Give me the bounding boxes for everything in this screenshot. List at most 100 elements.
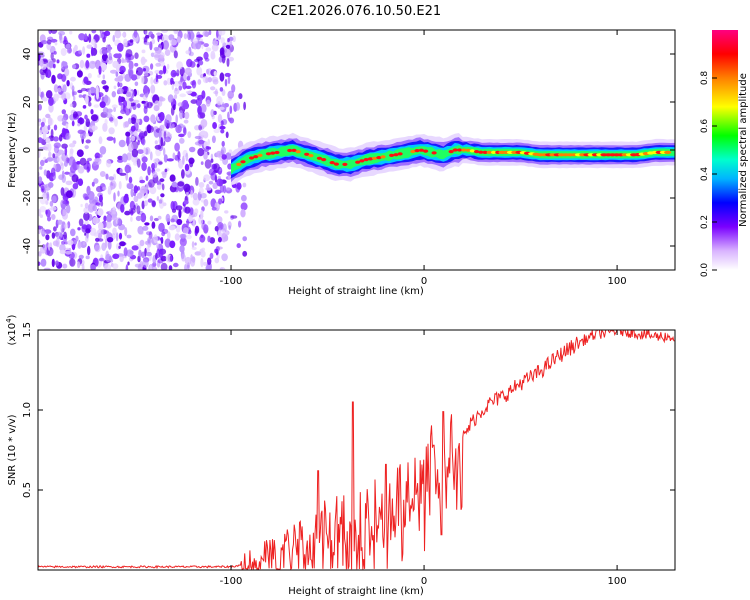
noise-speckle bbox=[71, 174, 79, 183]
noise-speckle bbox=[87, 157, 92, 162]
noise-speckle bbox=[77, 242, 82, 249]
noise-speckle bbox=[141, 49, 146, 54]
noise-speckle bbox=[94, 43, 98, 50]
snr-multiplier-close: ) bbox=[7, 314, 18, 318]
noise-speckle bbox=[183, 119, 189, 124]
noise-speckle bbox=[105, 253, 112, 263]
noise-speckle bbox=[198, 124, 203, 131]
noise-speckle bbox=[85, 133, 90, 137]
noise-speckle bbox=[123, 100, 127, 108]
noise-speckle bbox=[185, 152, 189, 162]
noise-speckle bbox=[91, 125, 98, 131]
noise-speckle bbox=[159, 178, 165, 183]
noise-speckle bbox=[78, 254, 84, 260]
noise-speckle bbox=[69, 258, 76, 267]
noise-speckle bbox=[55, 260, 59, 267]
noise-speckle bbox=[186, 58, 193, 68]
noise-speckle bbox=[44, 183, 52, 191]
noise-speckle bbox=[141, 156, 148, 163]
noise-speckle bbox=[114, 77, 121, 82]
noise-speckle bbox=[183, 200, 189, 205]
noise-speckle bbox=[203, 43, 209, 48]
noise-speckle bbox=[220, 146, 226, 155]
noise-speckle bbox=[219, 106, 225, 110]
noise-speckle bbox=[153, 234, 158, 244]
ridge-core bbox=[257, 153, 263, 157]
noise-speckle bbox=[145, 175, 149, 181]
noise-speckle bbox=[200, 130, 207, 136]
noise-speckle bbox=[198, 187, 204, 195]
y-tick-label: 0.5 bbox=[22, 482, 33, 498]
noise-speckle bbox=[54, 41, 58, 46]
noise-speckle bbox=[189, 161, 194, 168]
noise-speckle bbox=[73, 239, 78, 245]
noise-speckle bbox=[157, 215, 162, 220]
noise-speckle bbox=[113, 53, 121, 59]
noise-speckle bbox=[130, 216, 133, 222]
noise-speckle bbox=[39, 206, 46, 213]
noise-speckle bbox=[221, 232, 227, 243]
snr-x-axis-label: Height of straight line (km) bbox=[288, 586, 424, 597]
noise-speckle bbox=[214, 257, 220, 264]
noise-speckle bbox=[185, 234, 192, 240]
noise-speckle bbox=[53, 142, 61, 149]
noise-speckle bbox=[159, 124, 165, 131]
ridge-band bbox=[231, 132, 675, 186]
noise-speckle bbox=[194, 251, 202, 256]
noise-speckle bbox=[217, 222, 224, 230]
ridge-core bbox=[270, 151, 276, 155]
noise-speckle bbox=[178, 209, 182, 219]
noise-speckle bbox=[156, 74, 163, 79]
noise-speckle bbox=[127, 117, 132, 125]
noise-speckle bbox=[119, 172, 127, 176]
noise-speckle bbox=[222, 42, 227, 48]
colorbar-tick-label: 0.0 bbox=[700, 263, 710, 278]
noise-speckle bbox=[134, 263, 142, 268]
noise-speckle bbox=[212, 40, 219, 46]
noise-speckle bbox=[179, 137, 185, 144]
noise-speckle bbox=[117, 115, 123, 120]
noise-speckle bbox=[59, 243, 66, 252]
noise-speckle bbox=[88, 60, 96, 69]
noise-speckle bbox=[189, 146, 196, 153]
noise-speckle bbox=[176, 36, 181, 44]
noise-speckle bbox=[220, 120, 224, 127]
noise-speckle bbox=[110, 69, 118, 74]
noise-speckle bbox=[213, 163, 220, 172]
noise-speckle bbox=[64, 171, 70, 175]
noise-speckle bbox=[208, 180, 214, 185]
noise-speckle bbox=[84, 145, 89, 150]
noise-speckle bbox=[79, 116, 83, 125]
noise-speckle bbox=[158, 129, 162, 139]
noise-speckle bbox=[39, 129, 43, 136]
noise-speckle bbox=[151, 221, 156, 229]
y-tick-label: -20 bbox=[22, 190, 33, 206]
noise-speckle bbox=[192, 38, 199, 44]
x-tick-label: 100 bbox=[608, 576, 627, 587]
noise-speckle bbox=[63, 160, 68, 167]
noise-speckle bbox=[126, 249, 134, 257]
noise-speckle bbox=[46, 39, 52, 45]
noise-speckle bbox=[106, 237, 114, 243]
noise-speckle bbox=[93, 34, 101, 42]
noise-speckle bbox=[140, 56, 146, 66]
noise-speckle bbox=[105, 159, 112, 168]
ridge-core bbox=[355, 160, 361, 164]
noise-speckle bbox=[216, 150, 222, 158]
noise-speckle bbox=[46, 191, 50, 197]
noise-speckle bbox=[125, 264, 129, 270]
noise-speckle bbox=[60, 162, 64, 171]
noise-speckle bbox=[39, 195, 47, 205]
noise-speckle bbox=[158, 70, 164, 75]
noise-speckle bbox=[102, 74, 106, 80]
noise-speckle bbox=[101, 53, 108, 62]
ridge-core bbox=[236, 162, 242, 166]
noise-speckle bbox=[190, 99, 198, 104]
noise-speckle bbox=[158, 199, 163, 204]
noise-speckle bbox=[242, 182, 247, 188]
colorbar-tick-label: 0.8 bbox=[700, 71, 710, 86]
x-tick-label: 0 bbox=[421, 576, 427, 587]
noise-speckle bbox=[141, 200, 145, 210]
noise-speckle bbox=[147, 239, 151, 244]
